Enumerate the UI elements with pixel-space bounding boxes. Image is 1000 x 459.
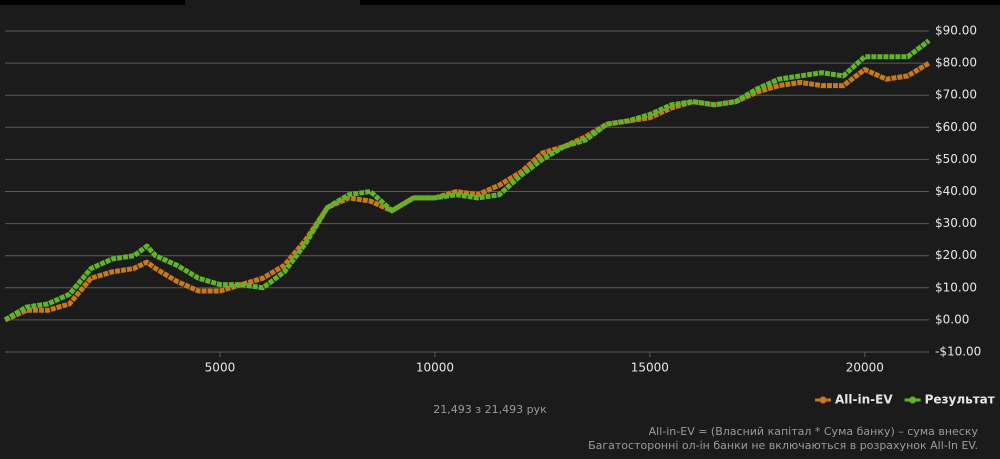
x-tick-label: 15000 (631, 361, 669, 375)
series-line (3, 60, 931, 323)
y-tick-label: $10.00 (935, 280, 977, 294)
y-tick-label: $0.00 (935, 312, 969, 326)
y-tick-label: -$10.00 (935, 345, 981, 359)
x-tick-label: 5000 (205, 361, 236, 375)
note: All-in-EV = (Власний капітал * Сума банк… (649, 425, 979, 438)
note: Багатосторонні ол-ін банки не включаютьс… (588, 439, 978, 452)
series-line (3, 38, 931, 323)
legend-swatch (819, 396, 827, 404)
legend-swatch (909, 396, 917, 404)
y-tick-label: $70.00 (935, 88, 977, 102)
legend-label: All-in-EV (835, 393, 893, 407)
top-bar (0, 0, 185, 5)
top-bar (360, 0, 1000, 5)
x-tick-label: 10000 (416, 361, 454, 375)
y-tick-label: $20.00 (935, 248, 977, 262)
y-tick-label: $50.00 (935, 152, 977, 166)
y-tick-label: $80.00 (935, 56, 977, 70)
y-tick-label: $30.00 (935, 216, 977, 230)
legend-label: Результат (925, 393, 995, 407)
y-tick-label: $90.00 (935, 24, 977, 38)
y-tick-label: $40.00 (935, 184, 977, 198)
y-tick-label: $60.00 (935, 120, 977, 134)
x-tick-label: 20000 (846, 361, 884, 375)
hand-count: 21,493 з 21,493 рук (433, 403, 547, 416)
